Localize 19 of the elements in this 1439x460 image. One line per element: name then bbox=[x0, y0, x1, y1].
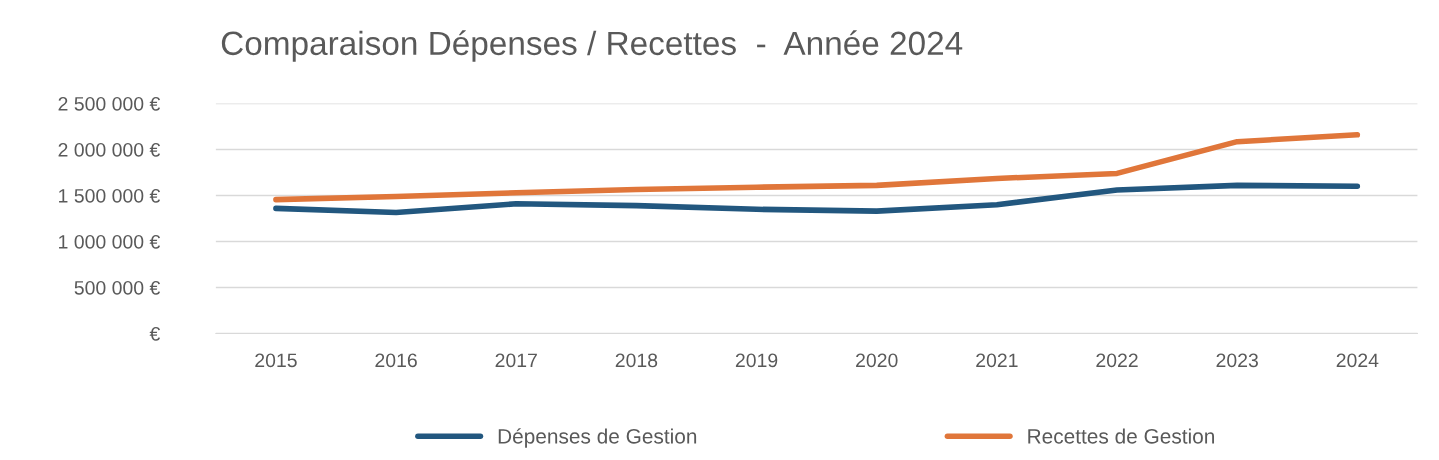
x-tick-label: 2018 bbox=[615, 353, 658, 368]
chart-title: Comparaison Dépenses / Recettes - Année 2024 bbox=[221, 30, 963, 62]
x-tick-label: 2020 bbox=[856, 353, 898, 368]
x-tick-label: 2023 bbox=[1216, 353, 1258, 368]
x-tick-label: 2021 bbox=[976, 353, 1018, 368]
x-tick-label: 2022 bbox=[1096, 353, 1138, 368]
x-tick-label: 2015 bbox=[255, 353, 297, 368]
legend-label: Dépenses de Gestion bbox=[498, 428, 697, 448]
y-tick-label: 1 000 000 € bbox=[59, 234, 161, 249]
y-tick-label: 2 000 000 € bbox=[58, 142, 161, 157]
y-tick-label: 1 500 000 € bbox=[59, 188, 161, 203]
y-tick-label: 500 000 € bbox=[74, 280, 161, 295]
legend-label: Recettes de Gestion bbox=[1028, 428, 1215, 444]
x-tick-label: 2019 bbox=[735, 353, 778, 368]
y-tick-label: 2 500 000 € bbox=[58, 96, 161, 111]
x-tick-label: 2017 bbox=[495, 353, 537, 368]
y-tick-label: € bbox=[149, 326, 161, 341]
x-tick-label: 2024 bbox=[1336, 353, 1379, 368]
x-tick-label: 2016 bbox=[375, 353, 417, 368]
